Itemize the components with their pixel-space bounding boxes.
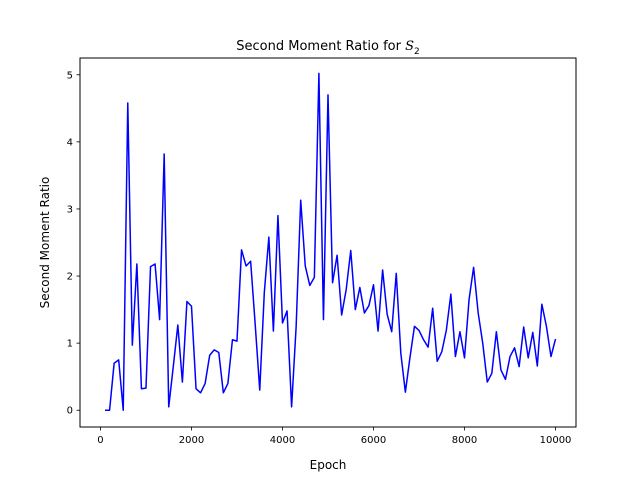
x-axis-label: Epoch [310,458,347,472]
chart-title-text: Second Moment Ratio for [236,39,405,54]
x-tick-label: 6000 [361,435,386,446]
x-tick-label: 2000 [179,435,204,446]
x-tick-label: 0 [97,435,103,446]
y-tick-label: 5 [67,70,73,81]
chart-title-subscript: 2 [414,47,420,57]
series-line-1 [105,72,557,411]
plot-frame [79,57,577,428]
plot-series-layer [105,72,557,411]
y-axis-label: Second Moment Ratio [38,177,52,309]
x-tick-label: 4000 [270,435,295,446]
chart-title-math: S [405,39,414,54]
y-tick-label: 3 [67,204,73,215]
y-tick-label: 4 [67,137,73,148]
y-axis: 0 1 2 3 4 5 [67,70,80,417]
y-tick-label: 1 [67,339,73,350]
x-tick-label: 10000 [540,435,572,446]
y-tick-label: 0 [67,406,73,417]
y-tick-label: 2 [67,272,73,283]
x-axis: 0 2000 4000 6000 8000 10000 [97,427,571,446]
x-tick-label: 8000 [452,435,477,446]
chart-title: Second Moment Ratio for S2 [236,39,419,57]
